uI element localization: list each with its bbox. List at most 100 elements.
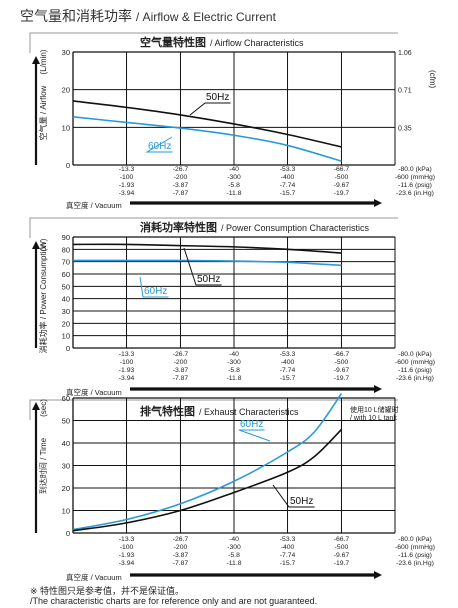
chart2-xtick-label: -100 <box>120 359 134 366</box>
footnote-cn: ※ 特性图只是参考值，并不是保证值。 <box>30 586 185 596</box>
chart3-callout-line <box>272 484 315 508</box>
chart1-series-label: 50Hz <box>206 92 229 103</box>
chart2-ylabel-unit: (W) <box>39 238 48 251</box>
chart3-xtick-label: -15.7 <box>280 560 296 567</box>
chart1-ylabel-unit: (L/min) <box>39 49 48 74</box>
chart2-ytick-label: 20 <box>62 319 70 328</box>
page-title-cn: 空气量和消耗功率 <box>20 8 132 24</box>
chart3-series-50hz <box>72 428 343 532</box>
chart3-ytick-label: 30 <box>62 462 70 471</box>
chart3-xtick-label: -3.94 <box>119 560 135 567</box>
chart3-series-label: 50Hz <box>290 496 313 507</box>
chart1-xtick-label: -19.7 <box>334 190 350 197</box>
chart3-ytick-label: 10 <box>62 507 70 516</box>
chart3-xtick-label: -66.7 <box>334 536 350 543</box>
page-title-en: / Airflow & Electric Current <box>135 10 276 24</box>
chart2-ytick-label: 50 <box>62 282 70 291</box>
chart2-xtick-label: -200 <box>174 359 188 366</box>
chart1-xtick-label: -11.6 (psig) <box>398 182 432 189</box>
chart2-series-label: 50Hz <box>197 274 220 285</box>
chart3-xtick-label: -19.7 <box>334 560 350 567</box>
chart3-callout-line <box>238 429 271 442</box>
chart2-xlabel: 真空度 / Vacuum <box>66 387 122 397</box>
chart2-callout-line <box>139 276 169 298</box>
chart1-xtick-label: -600 (mmHg) <box>395 174 435 181</box>
chart1-xtick-label: -13.3 <box>119 166 135 173</box>
chart2-xtick-label: -26.7 <box>173 351 189 358</box>
chart1-title: 空气量特性图 <box>140 35 206 49</box>
chart3-frame <box>29 399 398 420</box>
chart2-xtick-label: -66.7 <box>334 351 350 358</box>
chart1-xtick-label: -15.7 <box>280 190 296 197</box>
chart2-xtick-label: -7.87 <box>173 375 189 382</box>
chart2-xtick-label: -80.0 (kPa) <box>398 351 432 358</box>
chart1-xtick-label: -1.93 <box>119 182 135 189</box>
chart2-xtick-label: -3.87 <box>173 367 189 374</box>
chart1-ytick-label: 0 <box>66 161 70 170</box>
chart2-xtick-label: -15.7 <box>280 375 296 382</box>
chart1-xtick-label: -500 <box>335 174 349 181</box>
chart3-xtick-label: -23.6 (in.Hg) <box>396 560 434 567</box>
chart1-xtick-label: -3.94 <box>119 190 135 197</box>
chart2-ytick-label: 90 <box>62 233 70 242</box>
chart3-xtick-label: -53.3 <box>280 536 296 543</box>
chart3-ytick-label: 20 <box>62 484 70 493</box>
chart1-series-50hz <box>72 100 342 148</box>
chart3-xtick-label: -5.8 <box>228 552 240 559</box>
chart3-xtick-label: -9.67 <box>334 552 350 559</box>
chart3-note-en: / with 10 L tank <box>350 415 397 422</box>
chart3-xtick-label: -1.93 <box>119 552 135 559</box>
chart3-xtick-label: -200 <box>174 544 188 551</box>
chart2-callout-line <box>183 247 222 286</box>
chart3-xtick-label: -11.8 <box>227 560 242 567</box>
chart1-xtick-label: -3.87 <box>173 182 189 189</box>
chart1-y2tick-label: 1.06 <box>398 50 412 57</box>
chart2-xtick-label: -600 (mmHg) <box>395 359 435 366</box>
chart2-series-50hz <box>72 243 342 254</box>
chart1-title-en: / Airflow Characteristics <box>210 38 304 48</box>
chart3-xtick-label: -500 <box>335 544 349 551</box>
chart2-ytick-label: 80 <box>62 245 70 254</box>
chart1-ytick-label: 20 <box>62 86 70 95</box>
chart3-series-label: 60Hz <box>240 419 263 430</box>
chart3-xtick-label: -13.3 <box>119 536 135 543</box>
chart3-ytick-label: 60 <box>62 394 70 403</box>
chart2-series-label: 60Hz <box>144 286 167 297</box>
chart1-xtick-label: -26.7 <box>173 166 189 173</box>
chart2-ytick-label: 70 <box>62 258 70 267</box>
chart2-xtick-label: -9.67 <box>334 367 350 374</box>
chart2-xtick-label: -11.8 <box>227 375 242 382</box>
chart1-series-60hz <box>72 115 342 163</box>
chart2-ylabel: 消耗功率 / Power Consumption <box>38 243 48 354</box>
chart2-xtick-label: -300 <box>227 359 241 366</box>
chart3-note: 使用10 L储罐时 <box>350 405 399 414</box>
chart2-xtick-label: -1.93 <box>119 367 135 374</box>
chart2-ytick-label: 30 <box>62 307 70 316</box>
chart2-frame <box>29 217 398 238</box>
chart3-xtick-label: -300 <box>227 544 241 551</box>
chart2-xtick-label: -23.6 (in.Hg) <box>396 375 434 382</box>
chart3-xtick-label: -400 <box>281 544 295 551</box>
chart2-xtick-label: -53.3 <box>280 351 296 358</box>
chart3-title-en: / Exhaust Characteristics <box>199 407 299 417</box>
chart2-xtick-label: -5.8 <box>228 367 240 374</box>
chart3-xtick-label: -7.74 <box>280 552 296 559</box>
chart1-xtick-label: -100 <box>120 174 134 181</box>
chart1-ytick-label: 30 <box>62 48 70 57</box>
chart1-xtick-label: -80.0 (kPa) <box>398 166 432 173</box>
chart3-ytick-label: 0 <box>66 529 70 538</box>
chart2-ytick-label: 10 <box>62 332 70 341</box>
chart2-ytick-label: 0 <box>66 344 70 353</box>
chart3-xtick-label: -11.6 (psig) <box>398 552 432 559</box>
chart3-xtick-label: -40 <box>229 536 239 543</box>
chart3-title: 排气特性图 <box>140 404 195 418</box>
chart3-xtick-label: -26.7 <box>173 536 189 543</box>
chart1-xtick-label: -400 <box>281 174 295 181</box>
chart3-xtick-label: -3.87 <box>173 552 189 559</box>
chart1-y2tick-label: 0.35 <box>398 125 412 132</box>
chart1-xtick-label: -9.67 <box>334 182 350 189</box>
chart2-series-60hz <box>73 259 342 267</box>
chart3-ytick-label: 40 <box>62 439 70 448</box>
chart1-xtick-label: -7.87 <box>173 190 189 197</box>
chart1-ytick-label: 10 <box>62 123 70 132</box>
